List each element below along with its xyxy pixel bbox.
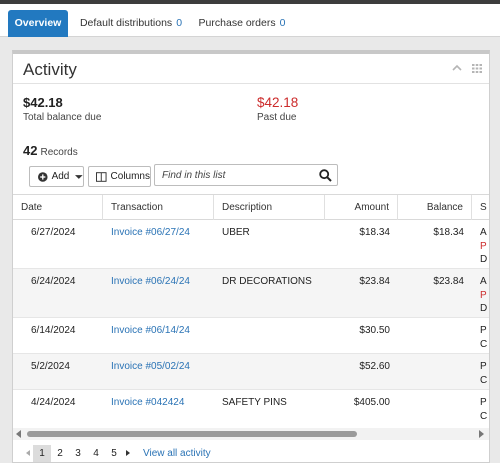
- tab-count: 0: [279, 17, 286, 29]
- chevron-up-icon[interactable]: [451, 63, 463, 73]
- cell-description: UBER: [222, 227, 250, 238]
- past-due-amount: $42.18: [257, 95, 299, 110]
- status-line: C: [480, 410, 488, 422]
- search-input[interactable]: [155, 165, 315, 185]
- cell-amount: $18.34: [359, 227, 390, 238]
- status-line: C: [480, 374, 488, 386]
- records-number: 42: [23, 143, 38, 158]
- column-header-transaction[interactable]: Transaction: [103, 195, 214, 220]
- tab-bar: Overview Default distributions 0 Purchase…: [0, 4, 500, 37]
- tab-overview[interactable]: Overview: [8, 10, 68, 37]
- pagination: 1 2 3 4 5 View all activity: [23, 445, 211, 462]
- column-header-status[interactable]: S: [480, 202, 487, 213]
- page-4[interactable]: 4: [93, 448, 99, 459]
- scroll-left-arrow-icon[interactable]: [16, 430, 21, 438]
- tab-purchase-orders[interactable]: Purchase orders 0: [196, 10, 288, 37]
- cell-description: DR DECORATIONS: [222, 276, 312, 287]
- status-line: P: [480, 325, 487, 336]
- prev-page-icon[interactable]: [23, 445, 33, 462]
- tab-overview-label: Overview: [14, 17, 62, 29]
- status-line: P: [480, 361, 487, 372]
- next-page-icon[interactable]: [123, 445, 133, 462]
- columns-button-label: Columns: [110, 171, 150, 182]
- add-button[interactable]: Add: [29, 166, 84, 187]
- plus-circle-icon: [38, 171, 48, 182]
- cell-amount: $405.00: [353, 397, 390, 408]
- cell-transaction-link[interactable]: Invoice #05/02/24: [111, 361, 190, 372]
- column-header-description[interactable]: Description: [214, 195, 325, 220]
- activity-panel: Activity $42.18 Total balance due $42.18…: [12, 50, 490, 463]
- table-row[interactable]: 6/27/2024 Invoice #06/27/24 UBER $18.34 …: [13, 220, 489, 269]
- page-2[interactable]: 2: [57, 448, 63, 459]
- scroll-right-arrow-icon[interactable]: [479, 430, 484, 438]
- cell-date: 5/2/2024: [31, 361, 70, 372]
- cell-description: SAFETY PINS: [222, 397, 287, 408]
- add-button-label: Add: [51, 171, 70, 182]
- activity-table: Date Transaction Description Amount Bala…: [13, 194, 489, 426]
- table-row[interactable]: 4/24/2024 Invoice #042424 SAFETY PINS $4…: [13, 390, 489, 426]
- records-count: 42 Records: [23, 143, 78, 158]
- cell-transaction-link[interactable]: Invoice #06/14/24: [111, 325, 190, 336]
- status-line: A: [480, 227, 487, 238]
- cell-amount: $23.84: [359, 276, 390, 287]
- top-bar: [0, 0, 500, 4]
- status-line: D: [480, 254, 488, 265]
- grid-icon[interactable]: [472, 64, 482, 73]
- status-line: P: [480, 289, 487, 301]
- columns-button[interactable]: Columns: [88, 166, 151, 187]
- cell-balance: $18.34: [433, 227, 464, 238]
- cell-date: 6/24/2024: [31, 276, 76, 287]
- columns-icon: [96, 171, 107, 182]
- cell-date: 4/24/2024: [31, 397, 76, 408]
- scroll-thumb[interactable]: [27, 431, 357, 437]
- page-5[interactable]: 5: [111, 448, 117, 459]
- total-balance-amount: $42.18: [23, 95, 63, 110]
- caret-down-icon: [75, 174, 83, 179]
- search-icon[interactable]: [319, 169, 332, 182]
- cell-transaction-link[interactable]: Invoice #042424: [111, 397, 185, 408]
- tab-purchase-orders-label: Purchase orders: [198, 17, 276, 29]
- horizontal-scrollbar[interactable]: [13, 428, 489, 440]
- records-label: Records: [40, 147, 78, 158]
- search-box: [154, 164, 338, 186]
- cell-amount: $30.50: [359, 325, 390, 336]
- column-header-amount[interactable]: Amount: [325, 195, 398, 220]
- cell-date: 6/14/2024: [31, 325, 76, 336]
- cell-date: 6/27/2024: [31, 227, 76, 238]
- cell-amount: $52.60: [359, 361, 390, 372]
- status-line: P: [480, 397, 487, 408]
- cell-transaction-link[interactable]: Invoice #06/27/24: [111, 227, 190, 238]
- divider: [13, 83, 489, 84]
- panel-title: Activity: [23, 60, 77, 79]
- view-all-activity-link[interactable]: View all activity: [143, 448, 211, 459]
- column-header-balance[interactable]: Balance: [398, 195, 472, 220]
- tab-default-distributions-label: Default distributions: [79, 17, 173, 29]
- table-row[interactable]: 6/24/2024 Invoice #06/24/24 DR DECORATIO…: [13, 269, 489, 318]
- page-3[interactable]: 3: [75, 448, 81, 459]
- tab-count: 0: [176, 17, 183, 29]
- cell-transaction-link[interactable]: Invoice #06/24/24: [111, 276, 190, 287]
- past-due-label: Past due: [257, 112, 297, 123]
- tab-default-distributions[interactable]: Default distributions 0: [75, 10, 187, 37]
- total-balance-label: Total balance due: [23, 112, 102, 123]
- column-header-date[interactable]: Date: [13, 195, 103, 220]
- status-line: C: [480, 338, 488, 350]
- status-line: D: [480, 303, 488, 314]
- status-line: A: [480, 276, 487, 287]
- page-1[interactable]: 1: [33, 445, 51, 462]
- table-header: Date Transaction Description Amount Bala…: [13, 195, 489, 220]
- cell-balance: $23.84: [433, 276, 464, 287]
- status-line: P: [480, 240, 487, 252]
